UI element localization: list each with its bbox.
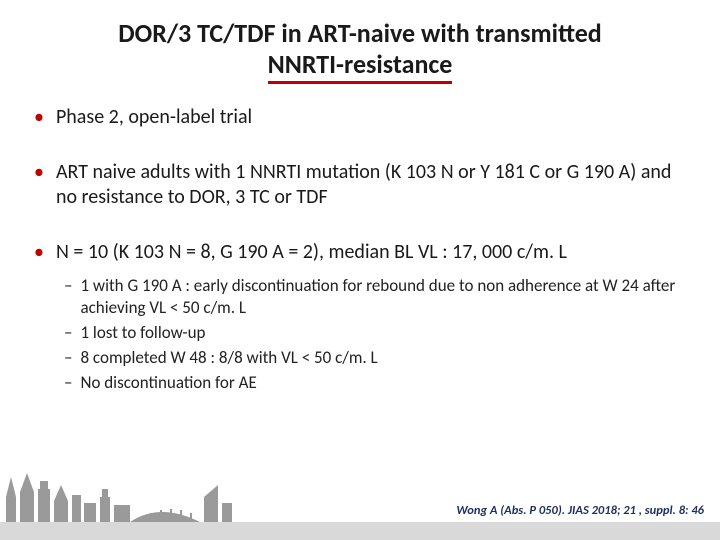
citation-text: Wong A (Abs. P 050). JIAS 2018; 21 , sup… xyxy=(456,503,704,518)
dash-icon: – xyxy=(64,372,72,393)
bullet-dot-icon: • xyxy=(34,105,44,129)
bullet-text: N = 10 (K 103 N = 8, G 190 A = 2), media… xyxy=(56,240,692,265)
title-line-2: NNRTI-resistance xyxy=(268,48,453,84)
bullet-item: • Phase 2, open-label trial xyxy=(34,105,692,130)
dash-icon: – xyxy=(64,275,72,296)
sub-bullet-text: No discontinuation for AE xyxy=(80,372,692,393)
sub-bullet-item: – 1 with G 190 A : early discontinuation… xyxy=(64,275,692,318)
sub-bullet-item: – 8 completed W 48 : 8/8 with VL < 50 c/… xyxy=(64,347,692,368)
bullet-item: • N = 10 (K 103 N = 8, G 190 A = 2), med… xyxy=(34,240,692,265)
bullet-item: • ART naive adults with 1 NNRTI mutation… xyxy=(34,160,692,210)
bullet-dot-icon: • xyxy=(34,240,44,264)
sub-bullet-list: – 1 with G 190 A : early discontinuation… xyxy=(34,275,692,393)
slide: DOR/3 TC/TDF in ART-naive with transmitt… xyxy=(0,0,720,540)
sub-bullet-item: – No discontinuation for AE xyxy=(64,372,692,393)
slide-body: • Phase 2, open-label trial • ART naive … xyxy=(28,105,692,393)
title-line-1: DOR/3 TC/TDF in ART-naive with transmitt… xyxy=(118,17,602,49)
dash-icon: – xyxy=(64,322,72,343)
skyline-icon xyxy=(0,467,250,522)
bullet-dot-icon: • xyxy=(34,160,44,184)
dash-icon: – xyxy=(64,347,72,368)
bullet-text: ART naive adults with 1 NNRTI mutation (… xyxy=(56,160,692,210)
sub-bullet-item: – 1 lost to follow-up xyxy=(64,322,692,343)
footer-bar xyxy=(0,522,720,540)
sub-bullet-text: 8 completed W 48 : 8/8 with VL < 50 c/m.… xyxy=(80,347,692,368)
sub-bullet-text: 1 with G 190 A : early discontinuation f… xyxy=(80,275,692,318)
sub-bullet-text: 1 lost to follow-up xyxy=(80,322,692,343)
bullet-text: Phase 2, open-label trial xyxy=(56,105,692,130)
slide-title: DOR/3 TC/TDF in ART-naive with transmitt… xyxy=(28,18,692,79)
